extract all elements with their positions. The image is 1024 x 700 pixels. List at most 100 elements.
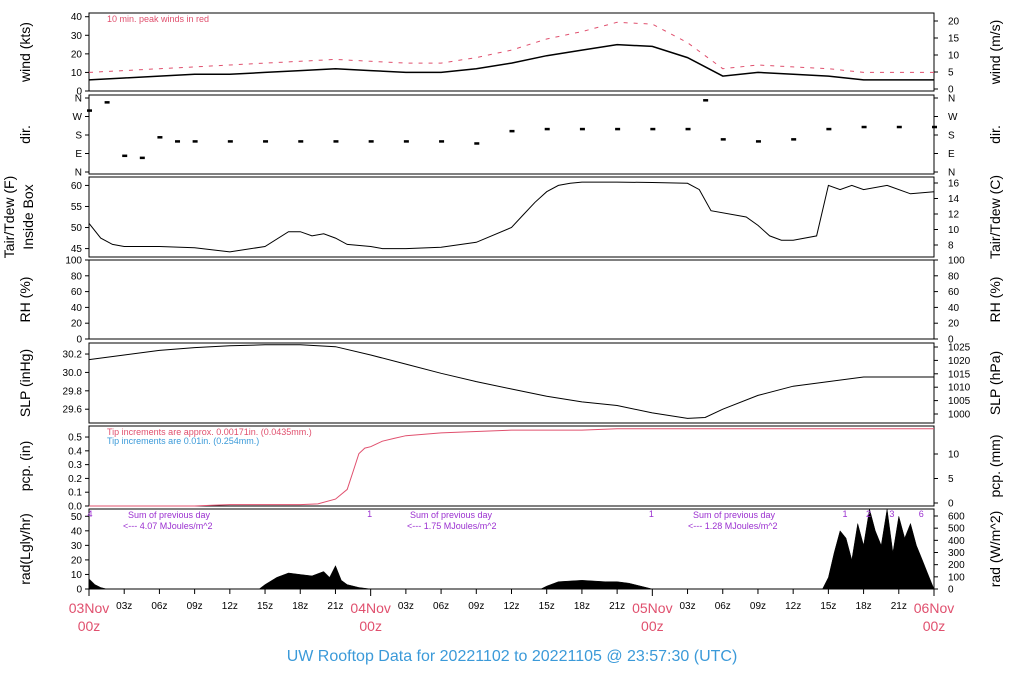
- xtick-label-20: 21z: [891, 601, 907, 612]
- ytick-label-pcp-1: 0.1: [68, 488, 82, 499]
- xtick-label-6: 21z: [327, 601, 343, 612]
- ytick-label-wind-3: 30: [71, 31, 83, 42]
- ytick-label-dir-4: N: [75, 94, 82, 105]
- dir-point: [439, 140, 445, 143]
- ytick-right-label-pcp-0: 0: [948, 499, 954, 510]
- ytick-label-rad-3: 30: [71, 541, 83, 552]
- xtick-label-19: 18z: [856, 601, 872, 612]
- series-radiation: [88, 508, 935, 590]
- xtick-label-16: 09z: [750, 601, 766, 612]
- ytick-label-pcp-2: 0.2: [68, 474, 82, 485]
- rad-marker-2: 1: [649, 509, 654, 519]
- dir-point: [298, 140, 304, 143]
- day-label-date-1: 04Nov: [350, 600, 390, 616]
- ytick-right-label-slp-3: 1015: [948, 369, 971, 380]
- dir-point: [509, 129, 515, 133]
- dir-point: [227, 140, 233, 143]
- rad-sum-value-1: <--- 1.75 MJoules/m^2: [407, 521, 497, 531]
- xtick-label-2: 09z: [187, 601, 203, 612]
- ytick-label-temp-2: 55: [71, 202, 83, 213]
- series-wind-mean: [88, 43, 934, 81]
- ytick-label-wind-2: 20: [71, 49, 83, 60]
- ytick-right-label-slp-0: 1000: [948, 410, 971, 421]
- ytick-right-label-rad-6: 600: [948, 512, 965, 523]
- dir-point: [157, 136, 163, 139]
- dir-point: [791, 138, 797, 141]
- ylabel-rad: rad(Lgly/hr): [17, 513, 33, 585]
- ytick-label-rad-2: 20: [71, 555, 83, 566]
- ytick-right-label-dir-3: W: [948, 112, 958, 123]
- ytick-label-wind-0: 0: [76, 87, 82, 98]
- series-pressure: [88, 344, 934, 419]
- ytick-label-rad-4: 40: [71, 526, 83, 537]
- rad-sum-value-2: <--- 1.28 MJoules/m^2: [688, 521, 778, 531]
- dir-point: [87, 109, 92, 112]
- xtick-label-0: 03z: [116, 601, 132, 612]
- rad-sum-title-1: Sum of previous day: [410, 510, 493, 520]
- ytick-right-label-rad-3: 300: [948, 548, 965, 559]
- ytick-right-label-wind-2: 10: [948, 51, 960, 62]
- rad-marker-4: 2: [866, 509, 871, 519]
- ytick-label-temp-0: 45: [71, 244, 83, 255]
- xtick-label-12: 18z: [574, 601, 590, 612]
- ytick-right-label-temp-2: 12: [948, 210, 960, 221]
- ytick-label-dir-0: N: [75, 168, 82, 179]
- dir-point: [579, 127, 585, 131]
- rad-marker-1: 1: [367, 509, 372, 519]
- dir-point: [755, 140, 761, 143]
- ytick-right-label-temp-0: 8: [948, 241, 954, 252]
- dir-point: [826, 127, 832, 131]
- ytick-right-label-wind-3: 15: [948, 34, 960, 45]
- ylabel-right-pcp: pcp. (mm): [987, 435, 1003, 498]
- ytick-label-rh-0: 0: [76, 335, 82, 346]
- rad-sum-value-0: <--- 4.07 MJoules/m^2: [123, 521, 213, 531]
- page-title: UW Rooftop Data for 20221102 to 20221105…: [286, 648, 738, 665]
- ylabel-dir: dir.: [17, 125, 33, 144]
- ytick-label-slp-1: 29.8: [63, 386, 83, 397]
- day-label-time-1: 00z: [359, 618, 382, 634]
- annotation-precip-tip-blue: Tip increments are 0.01in. (0.254mm.): [107, 436, 259, 446]
- day-label-time-2: 00z: [641, 618, 664, 634]
- ytick-right-label-dir-0: N: [948, 168, 955, 179]
- ytick-right-label-slp-5: 1025: [948, 343, 971, 354]
- dir-point: [403, 140, 409, 143]
- dir-point: [104, 101, 110, 104]
- dir-point: [474, 142, 480, 145]
- ylabel-right-slp: SLP (hPa): [987, 351, 1003, 415]
- ylabel-temp: Tair/Tdew (F): [1, 176, 17, 258]
- ytick-label-slp-0: 29.6: [63, 405, 83, 416]
- ytick-label-rad-0: 0: [76, 585, 82, 596]
- xtick-label-4: 15z: [257, 601, 273, 612]
- ytick-label-rh-2: 40: [71, 303, 83, 314]
- xtick-label-17: 12z: [785, 601, 801, 612]
- ytick-right-label-temp-1: 10: [948, 225, 960, 236]
- ytick-label-pcp-0: 0.0: [68, 502, 82, 513]
- xtick-label-9: 09z: [468, 601, 484, 612]
- ytick-right-label-wind-0: 0: [948, 85, 954, 96]
- dir-point: [263, 140, 269, 143]
- xtick-label-5: 18z: [292, 601, 308, 612]
- ytick-right-label-dir-4: N: [948, 94, 955, 105]
- ytick-label-wind-4: 40: [71, 12, 83, 23]
- ytick-right-label-rh-3: 60: [948, 287, 960, 298]
- ylabel-pcp: pcp. (in): [17, 441, 33, 492]
- ytick-label-dir-3: W: [73, 112, 83, 123]
- ytick-label-temp-3: 60: [71, 181, 83, 192]
- ytick-label-slp-3: 30.2: [63, 350, 83, 361]
- ytick-label-pcp-3: 0.3: [68, 460, 82, 471]
- ytick-right-label-dir-2: S: [948, 131, 955, 142]
- annotation-precip-tip-red: Tip increments are approx. 0.00171in. (0…: [107, 427, 312, 437]
- ytick-right-label-rad-4: 400: [948, 536, 965, 547]
- dir-point: [896, 125, 902, 129]
- day-label-time-3: 00z: [923, 618, 946, 634]
- ytick-right-label-temp-3: 14: [948, 194, 960, 205]
- ytick-right-label-temp-4: 16: [948, 179, 960, 190]
- ytick-label-pcp-5: 0.5: [68, 433, 82, 444]
- ytick-label-rh-5: 100: [65, 256, 82, 267]
- dir-point: [685, 127, 691, 131]
- ytick-label-rh-3: 60: [71, 287, 83, 298]
- series-temperature: [88, 181, 935, 253]
- rad-sum-title-2: Sum of previous day: [693, 510, 776, 520]
- dir-point: [175, 140, 181, 143]
- panel-frame-pcp: [88, 425, 935, 507]
